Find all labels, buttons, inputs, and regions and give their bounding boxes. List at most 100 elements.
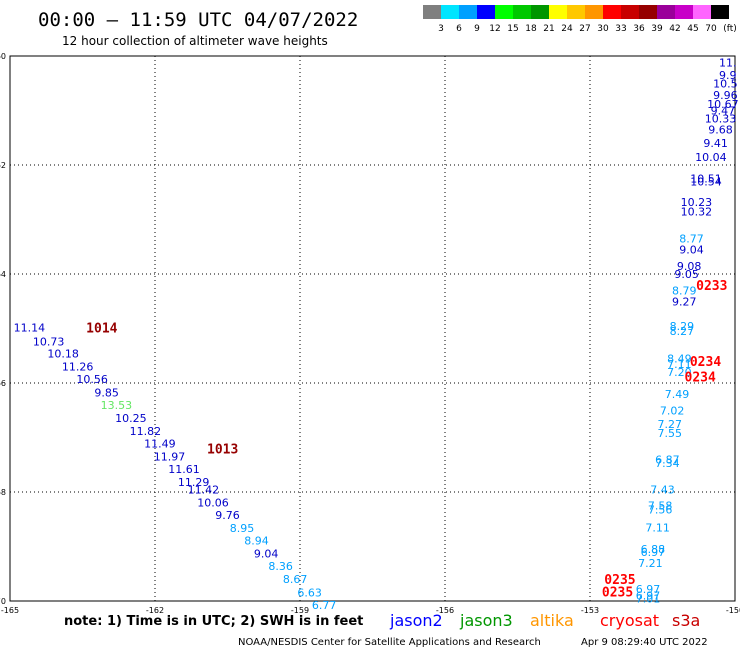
colorbar-swatch [567,5,585,19]
legend-item-altika: altika [530,611,574,630]
wave-height-label: 9.08 [677,260,702,273]
colorbar-swatch [585,5,603,19]
colorbar-tick-label: 9 [474,24,480,34]
legend-item-jason3: jason3 [459,611,513,630]
wave-height-label: 6.63 [297,586,322,599]
wave-height-label: 11. [719,57,737,70]
y-tick-label: -60 [0,52,6,61]
wave-height-label: 7.27 [658,418,683,431]
wave-height-label: 10.54 [690,175,722,188]
wave-height-label: 10.33 [705,113,737,126]
colorbar-swatch [513,5,531,19]
y-tick-label: -62 [0,161,6,170]
wave-height-label: 9.68 [708,124,733,137]
colorbar-swatch [441,5,459,19]
wave-height-label: 11.82 [130,425,162,438]
wave-height-label: 8.49 [667,352,692,365]
x-tick-label: -153 [581,606,599,615]
axis-labels: -165 -162 -159 -156 -153 -150 -60 -62 -64 -66 -68 -… [0,52,740,615]
legend: jason2 jason3 altika cryosat s3a [389,611,700,630]
pass-time-label: 0233 [696,279,727,294]
pass-time-label: 0235 [602,586,633,601]
colorbar-swatch [531,5,549,19]
wave-height-label: 9.41 [703,137,728,150]
colorbar-swatch [549,5,567,19]
wave-height-label: 8.29 [670,320,695,333]
pass-time-label: 0234 [690,355,721,370]
wave-height-label: 8.67 [283,573,308,586]
wave-height-label: 10.73 [33,336,65,349]
footer-credit: NOAA/NESDIS Center for Satellite Applica… [238,637,541,648]
plot-area: -165 -162 -159 -156 -153 -150 -60 -62 -64 -66 -68 -… [0,52,740,615]
pass-time-label: 0235 [604,573,635,588]
colorbar-unit: (ft) [723,24,737,34]
colorbar-swatch [657,5,675,19]
wave-height-label: 9.47 [711,105,736,118]
wave-height-label: 6.88 [641,543,666,556]
colorbar-tick-label: 24 [561,24,573,34]
wave-height-label: 7.58 [648,500,673,513]
wave-height-label: 8.79 [672,284,697,297]
wave-height-label: 13.53 [101,399,133,412]
wave-height-label: 11.14 [14,321,46,334]
wave-height-label: 6.97 [636,583,661,596]
colorbar-swatch [639,5,657,19]
wave-height-label: 6.97 [636,590,661,603]
wave-height-label: 11.42 [188,483,220,496]
wave-height-label: 9.04 [254,548,279,561]
wave-height-label: 10.67 [707,98,739,111]
footer-timestamp: Apr 9 08:29:40 UTC 2022 [581,637,708,648]
x-tick-label: -165 [1,606,19,615]
x-tick-label: -159 [291,606,309,615]
pass-time-label: 1013 [207,442,238,457]
colorbar-tick-label: 21 [543,24,554,34]
x-tick-label: -162 [146,606,164,615]
wave-height-label: 8.95 [230,522,255,535]
data-points: 11.1410.7310.1811.2610.569.8513.5310.251… [14,57,739,612]
wave-height-label: 10.51 [690,173,722,186]
wave-height-label: 10.18 [47,348,79,361]
colorbar-tick-label: 15 [507,24,518,34]
y-tick-label: -70 [0,597,6,606]
wave-height-label: 7.02 [660,404,685,417]
footer: note: 1) Time is in UTC; 2) SWH is in fe… [64,611,708,648]
wave-height-label: 7.20 [667,366,692,379]
colorbar-tick-label: 70 [705,24,717,34]
colorbar-swatch [459,5,477,19]
wave-height-label: 9.85 [94,386,119,399]
y-tick-label: -66 [0,379,6,388]
wave-height-label: 7.34 [655,457,680,470]
wave-height-label: 7.56 [648,503,673,516]
wave-height-label: 7.01 [636,592,661,605]
x-tick-label: -150 [726,606,740,615]
y-tick-label: -64 [0,270,6,279]
footer-note: note: 1) Time is in UTC; 2) SWH is in fe… [64,614,363,629]
header: 00:00 – 11:59 UTC 04/07/2022 12 hour col… [38,9,358,48]
wave-height-label: 6.87 [655,453,680,466]
colorbar-tick-label: 6 [456,24,462,34]
colorbar-swatch [675,5,693,19]
colorbar-tick-label: 3 [438,24,444,34]
colorbar-swatch [621,5,639,19]
wave-height-label: 7.11 [645,521,670,534]
wave-height-label: 11.26 [62,361,94,374]
colorbar-tick-label: 27 [579,24,590,34]
colorbar-swatch [477,5,495,19]
wave-height-label: 8.36 [268,560,293,573]
wave-height-label: 8.77 [679,233,704,246]
wave-height-label: 6.97 [641,546,666,559]
wave-height-label: 10.06 [197,496,229,509]
legend-item-cryosat: cryosat [600,611,659,630]
wave-height-label: 10.56 [76,373,108,386]
wave-height-label: 9.76 [215,509,240,522]
colorbar-swatch [603,5,621,19]
wave-height-label: 9.96 [713,89,738,102]
wave-height-label: 9.05 [674,268,699,281]
wave-height-label: 8.27 [670,325,695,338]
grid [10,56,735,601]
y-tick-label: -68 [0,488,6,497]
wave-height-label: 11.61 [168,463,200,476]
wave-height-label: 11.29 [178,476,210,489]
wave-height-label: 10.23 [681,196,713,209]
